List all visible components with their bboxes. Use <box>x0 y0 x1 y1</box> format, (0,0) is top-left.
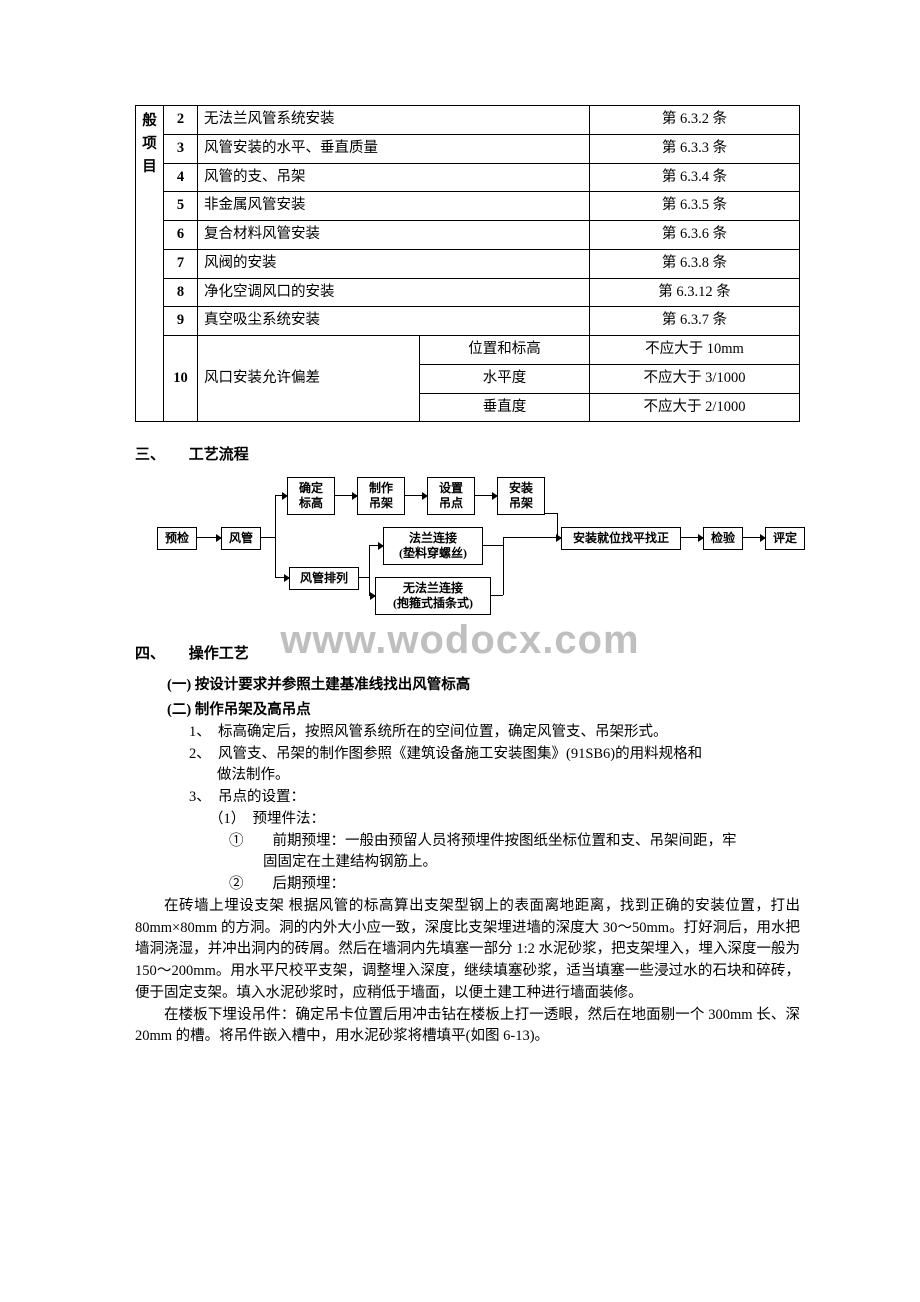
table-sub-val: 不应大于 2/1000 <box>590 393 800 422</box>
table-side-label: 般项目 <box>136 106 164 422</box>
table-row-ref: 第 6.3.7 条 <box>590 307 800 336</box>
table-row-num: 6 <box>164 221 198 250</box>
table-row-num: 8 <box>164 278 198 307</box>
flow-anzhuang: 安装吊架 <box>497 477 545 515</box>
flow-pingding: 评定 <box>765 527 805 550</box>
flow-pailie: 风管排列 <box>289 567 359 590</box>
flow-shezhi: 设置吊点 <box>427 477 475 515</box>
table-row-num: 5 <box>164 192 198 221</box>
flow-falan: 法兰连接(垫料穿螺丝) <box>383 527 483 565</box>
section-4-heading: 四、 操作工艺 <box>135 643 800 666</box>
table-row-item: 无法兰风管系统安装 <box>198 106 590 135</box>
table-row-item: 净化空调风口的安装 <box>198 278 590 307</box>
flow-wufalan: 无法兰连接(抱箍式插条式) <box>375 577 491 615</box>
sec4-num: 四、 <box>135 643 185 666</box>
spec-table: 般项目2无法兰风管系统安装第 6.3.2 条3风管安装的水平、垂直质量第 6.3… <box>135 105 800 422</box>
table-row-ref: 第 6.3.8 条 <box>590 249 800 278</box>
flow-queding: 确定标高 <box>287 477 335 515</box>
table-sub-val: 不应大于 3/1000 <box>590 364 800 393</box>
table-sub-key: 位置和标高 <box>420 336 590 365</box>
table-row-item: 风管的支、吊架 <box>198 163 590 192</box>
table-sub-key: 水平度 <box>420 364 590 393</box>
table-row-num: 10 <box>164 336 198 422</box>
section-3-heading: 三、 工艺流程 <box>135 444 800 467</box>
table-row-item: 风管安装的水平、垂直质量 <box>198 134 590 163</box>
sec4-li1-3: 3、 吊点的设置： <box>189 787 800 809</box>
sec4-li3-1a: ① 前期预埋：一般由预留人员将预埋件按图纸坐标位置和支、吊架间距，牢 <box>229 831 800 853</box>
sec4-para2: 在楼板下埋设吊件：确定吊卡位置后用冲击钻在楼板上打一透眼，然后在地面剔一个 30… <box>135 1005 800 1049</box>
table-row-num: 4 <box>164 163 198 192</box>
sec4-li1-2a: 2、 风管支、吊架的制作图参照《建筑设备施工安装图集》(91SB6)的用料规格和 <box>189 744 800 766</box>
sec4-li1-1: 1、 标高确定后，按照风管系统所在的空间位置，确定风管支、吊架形式。 <box>189 722 800 744</box>
table-sub-key: 垂直度 <box>420 393 590 422</box>
table-row-num: 9 <box>164 307 198 336</box>
table-row-item: 风阀的安装 <box>198 249 590 278</box>
sec3-num: 三、 <box>135 444 185 467</box>
sec3-title: 工艺流程 <box>189 447 249 463</box>
sec4-sub1: (一) 按设计要求并参照土建基准线找出风管标高 <box>167 675 800 697</box>
table-row-num: 7 <box>164 249 198 278</box>
table-row-ref: 第 6.3.6 条 <box>590 221 800 250</box>
flow-zhizuo: 制作吊架 <box>357 477 405 515</box>
table-row-ref: 第 6.3.5 条 <box>590 192 800 221</box>
sec4-li1-2b: 做法制作。 <box>217 765 800 787</box>
sec4-li3-2: ② 后期预埋： <box>229 874 800 896</box>
table-row-num: 3 <box>164 134 198 163</box>
sec4-sub2: (二) 制作吊架及高吊点 <box>167 700 800 722</box>
table-row-item: 真空吸尘系统安装 <box>198 307 590 336</box>
sec4-li3-1b: 固固定在土建结构钢筋上。 <box>263 852 800 874</box>
sec4-para1: 在砖墙上埋设支架 根据风管的标高算出支架型钢上的表面离地距离，找到正确的安装位置… <box>135 896 800 1005</box>
flow-jianyan: 检验 <box>703 527 743 550</box>
flow-yujian: 预检 <box>157 527 197 550</box>
table-row-ref: 第 6.3.3 条 <box>590 134 800 163</box>
flowchart: 确定标高 制作吊架 设置吊点 安装吊架 预检 风管 风管排列 法兰连接(垫料穿螺… <box>157 477 817 617</box>
table-row-item: 复合材料风管安装 <box>198 221 590 250</box>
table-row-ref: 第 6.3.2 条 <box>590 106 800 135</box>
flow-jiuwei: 安装就位找平找正 <box>561 527 681 550</box>
table-sub-val: 不应大于 10mm <box>590 336 800 365</box>
sec4-li2-1: （1） 预埋件法： <box>209 809 800 831</box>
sec4-title: 操作工艺 <box>189 646 249 662</box>
table-row-item: 非金属风管安装 <box>198 192 590 221</box>
flow-fengguan: 风管 <box>221 527 261 550</box>
table-row-num: 2 <box>164 106 198 135</box>
table-row-ref: 第 6.3.12 条 <box>590 278 800 307</box>
table-row-item: 风口安装允许偏差 <box>198 336 420 422</box>
table-row-ref: 第 6.3.4 条 <box>590 163 800 192</box>
